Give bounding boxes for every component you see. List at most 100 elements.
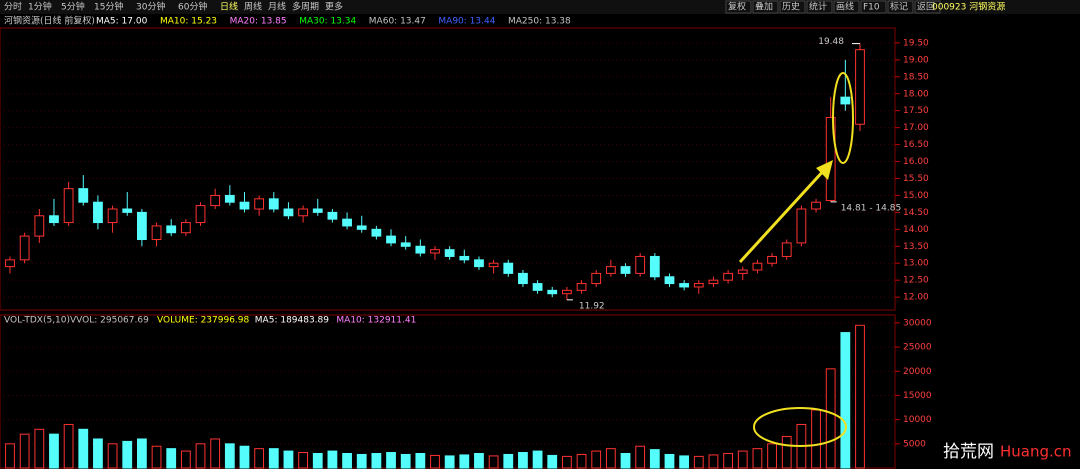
candle-body	[415, 245, 426, 254]
tab[interactable]: 历史	[782, 1, 800, 13]
tab-box	[725, 0, 752, 14]
candle-body	[840, 96, 851, 105]
annotation: 19.48	[818, 37, 844, 47]
watermark: Huang.cn	[1000, 443, 1072, 461]
candle-body	[327, 211, 338, 220]
candle-body	[796, 208, 807, 244]
tab[interactable]: 画线	[836, 1, 854, 13]
candle-body	[122, 208, 133, 213]
highlight-ellipse	[753, 407, 847, 447]
volume-bar	[649, 449, 660, 469]
stock-name: 000923 河钢资源	[932, 1, 1005, 13]
tab[interactable]: 日线	[220, 1, 238, 13]
indicator: MA5: 189483.89	[255, 316, 329, 326]
tab[interactable]: 返回	[917, 1, 935, 13]
candle-body	[649, 255, 660, 278]
candle-body	[63, 188, 74, 224]
candle-body	[356, 225, 367, 230]
candle-body	[503, 262, 514, 274]
tab[interactable]: 1分钟	[28, 1, 52, 13]
y-tick-label: 5000	[903, 439, 926, 449]
candle-body	[386, 235, 396, 244]
y-tick-label: 15000	[903, 391, 932, 401]
candle-body	[752, 262, 763, 271]
y-tick-label: 14.00	[903, 225, 929, 235]
volume-bar	[723, 452, 734, 469]
candle-body	[620, 266, 631, 274]
candle-body	[693, 283, 704, 288]
candle-body	[664, 276, 675, 285]
tab[interactable]: 30分钟	[136, 1, 165, 13]
volume-bar	[620, 452, 631, 469]
volume-bar	[180, 450, 191, 469]
volume-bar	[576, 453, 587, 469]
candle-body	[371, 228, 382, 237]
volume-bar	[19, 433, 30, 469]
y-tick-label: 17.00	[903, 123, 929, 133]
volume-bar	[605, 448, 616, 469]
tab[interactable]: 多周期	[292, 1, 319, 13]
tab[interactable]: 复权	[728, 1, 746, 13]
candle-body	[591, 272, 602, 285]
volume-bar	[210, 438, 221, 469]
tab[interactable]: 月线	[268, 1, 286, 13]
candle-body	[137, 211, 147, 240]
volume-bar	[693, 455, 704, 469]
volume-bar	[547, 454, 558, 469]
candle-body	[430, 249, 440, 254]
volume-bar	[664, 453, 675, 469]
volume-bar	[93, 438, 103, 469]
tab[interactable]: F10	[863, 3, 880, 13]
price-frame	[0, 27, 896, 311]
candle-body	[151, 225, 162, 240]
candle-body	[635, 255, 646, 274]
candle-body	[547, 289, 558, 295]
tab[interactable]: 周线	[244, 1, 262, 13]
volume-bar	[268, 448, 279, 469]
arrow-head	[816, 160, 833, 180]
volume-bar	[679, 455, 690, 469]
tab[interactable]: 分时	[4, 1, 22, 13]
tab[interactable]: 60分钟	[178, 1, 207, 13]
watermark: 拾荒网	[943, 442, 994, 462]
candle-body	[400, 242, 411, 247]
volume-bar	[532, 450, 543, 469]
volume-bar	[356, 453, 367, 469]
volume-bar	[224, 443, 235, 469]
volume-bar	[518, 452, 528, 469]
volume-bar	[591, 450, 602, 469]
tab[interactable]: 15分钟	[94, 1, 123, 13]
volume-bar	[122, 440, 133, 469]
candle-body	[5, 259, 15, 268]
y-tick-label: 12.00	[903, 293, 929, 303]
volume-bar	[151, 445, 162, 469]
volume-bar	[840, 332, 851, 469]
indicator: MA60: 13.47	[369, 17, 426, 27]
volume-bar	[342, 452, 352, 469]
tab[interactable]: 标记	[890, 1, 908, 13]
tab[interactable]: 更多	[325, 1, 343, 13]
candle-body	[107, 208, 118, 224]
volume-bar	[5, 443, 15, 469]
candle-body	[562, 289, 572, 295]
y-tick-label: 19.00	[903, 55, 929, 65]
y-tick-label: 25000	[903, 343, 932, 353]
candle-body	[239, 201, 250, 210]
tab[interactable]: 5分钟	[61, 1, 85, 13]
tab-box	[779, 0, 806, 14]
indicator: MA10: 132911.41	[336, 316, 416, 326]
annotation: 11.92	[579, 301, 605, 311]
volume-bar	[254, 448, 265, 469]
candle-body	[93, 201, 103, 224]
volume-bar	[474, 452, 484, 469]
tab[interactable]: 叠加	[755, 2, 773, 13]
candle-body	[488, 262, 499, 268]
tab[interactable]: 统计	[809, 1, 827, 13]
candle-body	[767, 255, 777, 264]
y-tick-label: 13.50	[903, 242, 929, 252]
y-tick-label: 10000	[903, 415, 932, 425]
candle-body	[444, 249, 455, 257]
candle-body	[283, 208, 294, 217]
highlight-ellipse	[832, 72, 854, 164]
tab-box	[752, 0, 779, 14]
